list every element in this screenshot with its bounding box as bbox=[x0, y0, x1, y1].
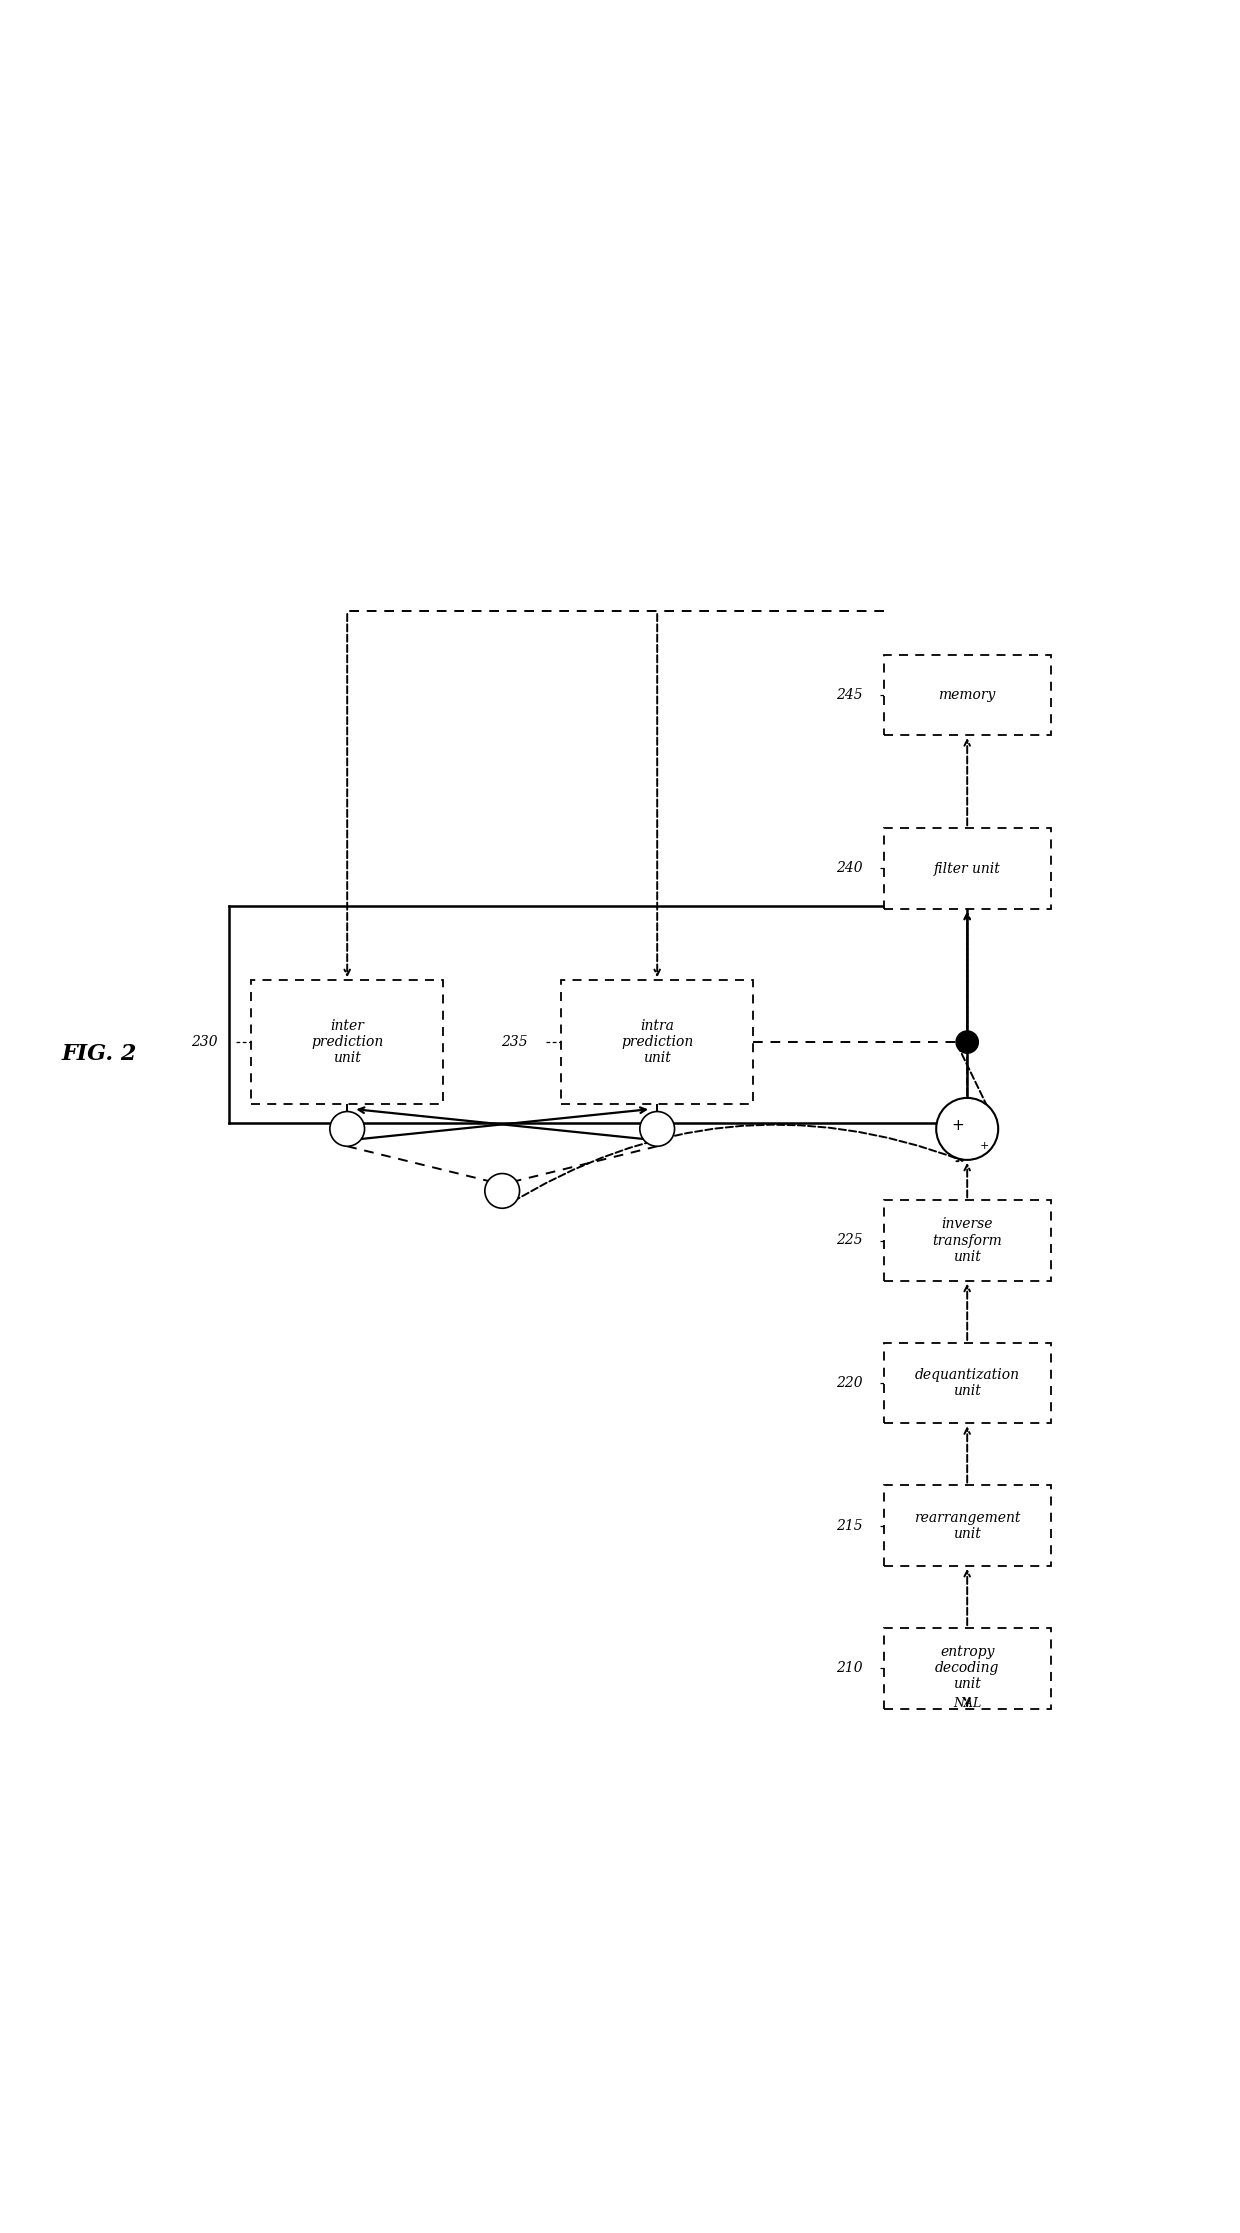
Text: +: + bbox=[980, 1141, 990, 1150]
FancyBboxPatch shape bbox=[883, 1628, 1052, 1708]
Text: inter
prediction
unit: inter prediction unit bbox=[311, 1018, 383, 1065]
FancyBboxPatch shape bbox=[250, 980, 444, 1103]
Circle shape bbox=[640, 1112, 675, 1146]
Text: rearrangement
unit: rearrangement unit bbox=[914, 1510, 1021, 1541]
Text: intra
prediction
unit: intra prediction unit bbox=[621, 1018, 693, 1065]
Text: 215: 215 bbox=[836, 1518, 863, 1532]
Circle shape bbox=[956, 1032, 978, 1054]
FancyBboxPatch shape bbox=[883, 828, 1052, 909]
Text: 225: 225 bbox=[836, 1233, 863, 1248]
FancyBboxPatch shape bbox=[560, 980, 754, 1103]
Text: 210: 210 bbox=[836, 1661, 863, 1675]
Text: inverse
transform
unit: inverse transform unit bbox=[932, 1217, 1002, 1264]
FancyBboxPatch shape bbox=[883, 1485, 1052, 1565]
Circle shape bbox=[485, 1175, 520, 1208]
FancyBboxPatch shape bbox=[883, 654, 1052, 735]
Text: dequantization
unit: dequantization unit bbox=[915, 1369, 1019, 1398]
Text: +: + bbox=[951, 1119, 965, 1134]
Text: 230: 230 bbox=[191, 1036, 218, 1050]
Text: entropy
decoding
unit: entropy decoding unit bbox=[935, 1646, 999, 1693]
Circle shape bbox=[330, 1112, 365, 1146]
Text: 245: 245 bbox=[836, 688, 863, 701]
Text: 235: 235 bbox=[501, 1036, 528, 1050]
Text: memory: memory bbox=[939, 688, 996, 701]
Circle shape bbox=[936, 1099, 998, 1159]
FancyBboxPatch shape bbox=[883, 1342, 1052, 1422]
Text: 240: 240 bbox=[836, 862, 863, 875]
Text: filter unit: filter unit bbox=[934, 862, 1001, 875]
Text: NAL: NAL bbox=[954, 1697, 981, 1710]
Text: FIG. 2: FIG. 2 bbox=[62, 1043, 136, 1065]
FancyBboxPatch shape bbox=[883, 1199, 1052, 1282]
Text: 220: 220 bbox=[836, 1376, 863, 1391]
